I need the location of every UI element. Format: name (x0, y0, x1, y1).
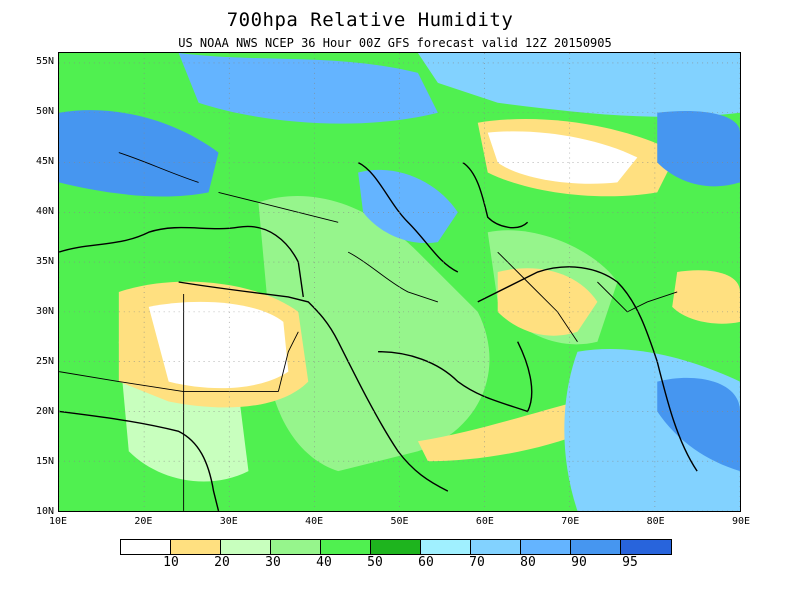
colorbar-swatch (571, 540, 621, 554)
colorbar-swatch (171, 540, 221, 554)
lon-tick-label: 80E (646, 516, 665, 527)
colorbar-swatch (321, 540, 371, 554)
colorbar-swatch (621, 540, 671, 554)
colorbar-label: 95 (622, 555, 638, 570)
region-humid-bengal (657, 377, 740, 472)
lat-tick-label: 30N (35, 306, 54, 317)
colorbar-swatch (421, 540, 471, 554)
colorbar-label: 60 (418, 555, 434, 570)
colorbar-swatch (271, 540, 321, 554)
region-very-dry-kazakh (487, 131, 638, 184)
region-humid-north (417, 53, 740, 117)
region-very-dry-egypt (148, 301, 289, 389)
lat-tick-label: 40N (35, 206, 54, 217)
lat-tick-label: 15N (35, 456, 54, 467)
lat-tick-label: 55N (35, 56, 54, 67)
humidity-map (59, 53, 740, 511)
lon-tick-label: 10E (48, 516, 68, 527)
region-dry-arabia (417, 401, 588, 462)
lon-tick-label: 70E (561, 516, 580, 527)
chart-title: 700hpa Relative Humidity (226, 9, 514, 31)
lon-tick-label: 50E (390, 516, 409, 527)
colorbar-label: 20 (214, 555, 230, 570)
chart-subtitle: US NOAA NWS NCEP 36 Hour 00Z GFS forecas… (178, 36, 612, 50)
colorbar (120, 539, 672, 555)
lat-tick-label: 20N (35, 406, 54, 417)
lat-tick-label: 25N (35, 356, 54, 367)
colorbar-label: 90 (571, 555, 587, 570)
colorbar-label: 40 (316, 555, 332, 570)
country-borders (59, 152, 678, 511)
colorbar-label: 80 (520, 555, 536, 570)
lat-tick-label: 50N (35, 106, 54, 117)
region-humid-russia (178, 53, 438, 124)
colorbar-label: 30 (265, 555, 281, 570)
colorbar-swatch (371, 540, 421, 554)
map-plot-area (58, 52, 741, 512)
lat-tick-label: 45N (35, 156, 54, 167)
region-dry-tibet (672, 270, 740, 324)
colorbar-swatch (471, 540, 521, 554)
lon-tick-label: 40E (305, 516, 324, 527)
graticule (59, 53, 740, 511)
colorbar-swatch (221, 540, 271, 554)
lon-tick-label: 20E (134, 516, 153, 527)
colorbar-swatch (121, 540, 171, 554)
lat-tick-label: 10N (35, 506, 54, 517)
region-40-50 (258, 196, 490, 472)
lat-tick-label: 35N (35, 256, 54, 267)
region-humid-siberia (657, 110, 740, 187)
colorbar-label: 50 (367, 555, 383, 570)
colorbar-label: 10 (163, 555, 179, 570)
colorbar-swatch (521, 540, 571, 554)
lon-tick-label: 90E (731, 516, 751, 527)
lon-tick-label: 60E (475, 516, 494, 527)
lon-tick-label: 30E (219, 516, 238, 527)
colorbar-label: 70 (469, 555, 485, 570)
